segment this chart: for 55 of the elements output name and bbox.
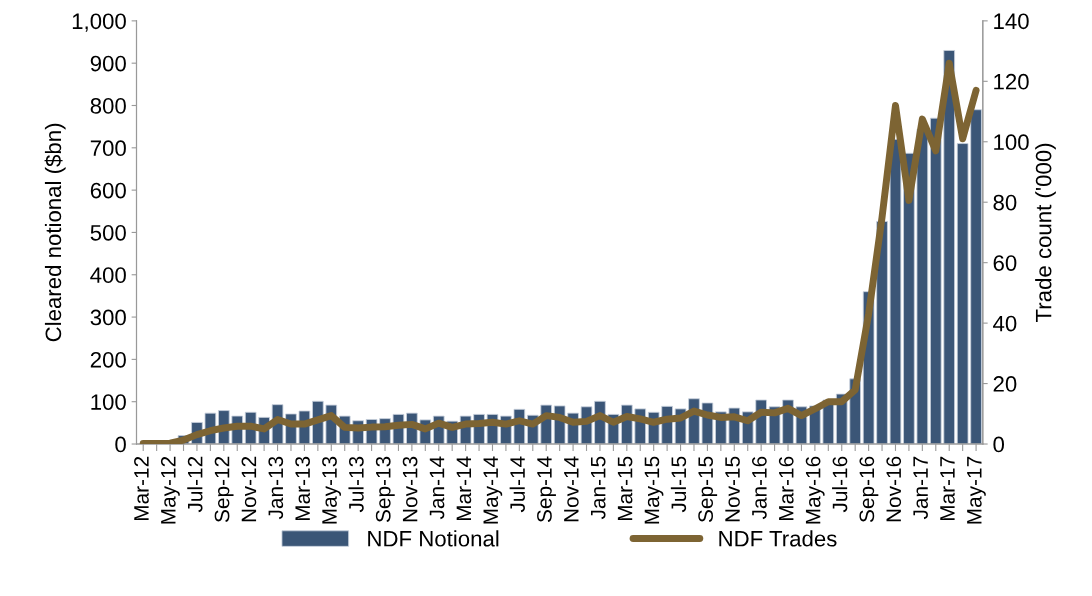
x-tick-label: Nov-15 [725, 456, 740, 522]
x-tick-label: May-12 [160, 456, 180, 524]
y2-tick-label: 140 [994, 13, 1029, 30]
x-tick-label: Sep-15 [698, 456, 718, 523]
x-tick-label: Nov-12 [241, 456, 257, 522]
x-tick-label: Mar-12 [134, 456, 149, 521]
x-tick-label: Sep-16 [859, 456, 879, 523]
y2-tick-label: 0 [993, 436, 1005, 453]
y-tick-label: 800 [90, 98, 126, 114]
x-tick-label: Nov-13 [402, 456, 418, 522]
x-tick-label: Jul-16 [832, 456, 848, 513]
y2-tick-label: 120 [994, 73, 1029, 90]
y-tick-label: 1,000 [72, 13, 126, 32]
x-tick-label: May-15 [644, 456, 664, 524]
x-tick-label: Jan-16 [751, 456, 767, 520]
y-tick-label: 400 [90, 267, 126, 284]
legend-label: NDF Trades [719, 530, 837, 547]
x-tick-label: Jan-17 [913, 456, 928, 520]
y-tick-label: 300 [90, 309, 126, 326]
x-tick-label: Jan-13 [268, 456, 284, 520]
x-tick-label: Mar-13 [295, 456, 311, 521]
y-tick-label: 900 [90, 55, 126, 72]
x-tick-label: Jan-15 [591, 456, 606, 520]
x-tick-label: Jul-12 [187, 456, 203, 513]
x-tick-label: Sep-13 [375, 456, 395, 523]
x-tick-label: Mar-15 [617, 456, 633, 521]
x-tick-label: Mar-16 [778, 456, 794, 521]
x-tick-label: Sep-14 [537, 456, 556, 523]
y-tick-label: 700 [90, 140, 126, 157]
x-tick-label: May-14 [483, 456, 503, 524]
x-tick-label: Jul-14 [509, 456, 525, 513]
y2-tick-label: 40 [993, 315, 1017, 332]
y2-tick-label: 80 [993, 194, 1017, 211]
x-tick-label: May-13 [322, 456, 341, 524]
x-tick-label: Jan-14 [429, 456, 445, 520]
x-tick-label: May-17 [967, 456, 986, 524]
y-tick-label: 0 [115, 436, 126, 453]
y-tick-label: 600 [90, 182, 126, 199]
y-tick-label: 100 [91, 394, 126, 410]
x-tick-label: May-16 [805, 456, 825, 524]
legend-label: NDF Notional [368, 530, 499, 547]
y2-tick-label: 100 [994, 134, 1029, 151]
x-tick-label: Jul-13 [348, 456, 364, 513]
y2-tick-label: 60 [993, 255, 1017, 271]
x-tick-label: Jul-15 [670, 456, 687, 513]
x-tick-label: Nov-16 [886, 456, 902, 522]
y2-tick-label: 20 [993, 376, 1017, 392]
y2-axis-title: Trade count ('000) [1035, 143, 1056, 322]
x-tick-label: Sep-12 [214, 456, 234, 523]
x-tick-label: Nov-14 [564, 456, 579, 522]
y-axis-title: Cleared notional ($bn) [44, 123, 66, 342]
x-tick-label: Mar-14 [456, 456, 472, 521]
y-tick-label: 500 [90, 224, 126, 241]
y-tick-label: 200 [90, 351, 126, 368]
x-tick-label: Mar-17 [940, 456, 955, 521]
